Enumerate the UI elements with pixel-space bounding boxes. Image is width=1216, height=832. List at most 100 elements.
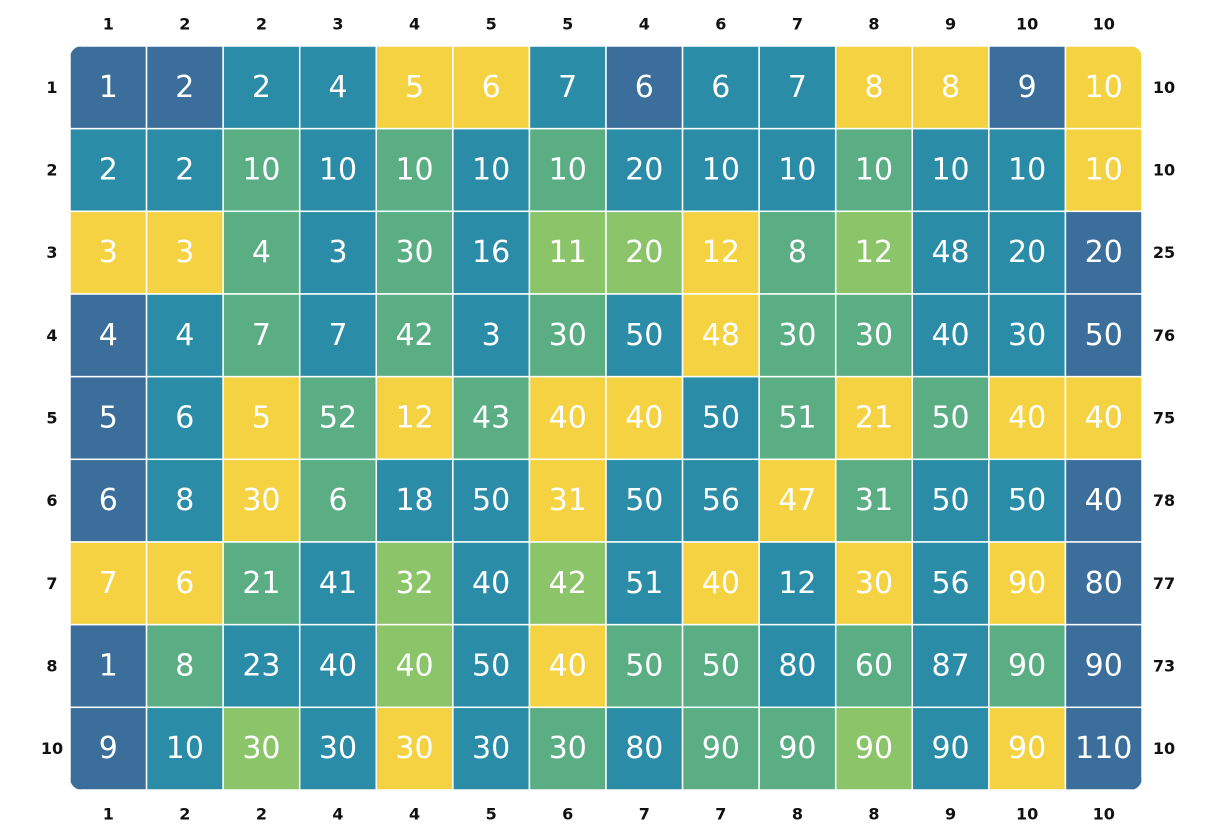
column-label: 4 — [639, 15, 650, 34]
cell-value: 3 — [482, 318, 501, 353]
cell — [911, 541, 990, 626]
cell-value: 30 — [242, 483, 280, 518]
cell-value: 20 — [1008, 235, 1046, 270]
cell — [222, 541, 301, 626]
cell-value: 10 — [395, 153, 433, 188]
cell-value: 2 — [175, 70, 194, 105]
cell-value: 90 — [931, 731, 969, 766]
cell — [758, 623, 837, 709]
cell — [681, 458, 760, 543]
cell-value: 56 — [702, 483, 740, 518]
cell-value: 52 — [319, 401, 357, 436]
cell-value: 50 — [472, 483, 510, 518]
cell-value: 51 — [625, 566, 663, 601]
cell-value: 40 — [1008, 401, 1046, 436]
cell-value: 3 — [175, 235, 194, 270]
column-label: 1 — [103, 805, 114, 824]
cell-value: 12 — [702, 235, 740, 270]
cell — [681, 706, 760, 790]
cell — [145, 623, 224, 709]
cell — [145, 293, 224, 378]
cell — [375, 458, 454, 543]
cell-value: 80 — [1085, 566, 1123, 601]
column-label: 7 — [639, 805, 650, 824]
cell — [222, 210, 301, 295]
cell-value: 8 — [788, 235, 807, 270]
cell-value: 40 — [702, 566, 740, 601]
cell — [605, 375, 684, 461]
cell-value: 20 — [1085, 235, 1123, 270]
cell-value: 40 — [472, 566, 510, 601]
cell — [222, 458, 301, 543]
cell-value: 90 — [1008, 731, 1046, 766]
cell-value: 60 — [855, 649, 893, 684]
cell-value: 12 — [778, 566, 816, 601]
cell-value: 31 — [855, 483, 893, 518]
cell-value: 40 — [395, 649, 433, 684]
cell-value: 5 — [99, 401, 118, 436]
cell-value: 40 — [319, 649, 357, 684]
cell — [681, 375, 760, 461]
cell-value: 4 — [252, 235, 271, 270]
cell — [452, 458, 531, 543]
row-label: 25 — [1153, 243, 1175, 262]
column-label: 4 — [409, 805, 420, 824]
cell-value: 48 — [702, 318, 740, 353]
cell-value: 21 — [855, 401, 893, 436]
cell-value: 23 — [242, 649, 280, 684]
cell-value: 9 — [99, 731, 118, 766]
row-label: 8 — [46, 657, 57, 676]
cell — [681, 541, 760, 626]
row-label: 10 — [1153, 739, 1175, 758]
cell — [605, 541, 684, 626]
cell-value: 10 — [242, 153, 280, 188]
cell-value: 20 — [625, 235, 663, 270]
column-label: 7 — [715, 805, 726, 824]
cell-value: 50 — [702, 649, 740, 684]
cell-value: 6 — [175, 401, 194, 436]
cell-value: 12 — [395, 401, 433, 436]
column-label: 2 — [256, 15, 267, 34]
cell-value: 30 — [1008, 318, 1046, 353]
cell-value: 50 — [931, 483, 969, 518]
column-label: 10 — [1093, 15, 1115, 34]
column-label: 8 — [868, 805, 879, 824]
cell — [1064, 127, 1142, 213]
cell-value: 90 — [855, 731, 893, 766]
cell-value: 80 — [625, 731, 663, 766]
cell-value: 1 — [99, 70, 118, 105]
cell — [911, 458, 990, 543]
cell-value: 50 — [625, 318, 663, 353]
cell-value: 6 — [328, 483, 347, 518]
cell-value: 51 — [778, 401, 816, 436]
cell-value: 6 — [99, 483, 118, 518]
cell-value: 90 — [1085, 649, 1123, 684]
cell — [911, 127, 990, 213]
cell-value: 6 — [175, 566, 194, 601]
cell — [70, 293, 148, 378]
cell-value: 30 — [472, 731, 510, 766]
cell — [758, 46, 837, 130]
cell — [681, 210, 760, 295]
cell — [145, 375, 224, 461]
cell-value: 8 — [175, 483, 194, 518]
cell-value: 30 — [319, 731, 357, 766]
cell — [605, 293, 684, 378]
cell-value: 50 — [472, 649, 510, 684]
cell-value: 10 — [702, 153, 740, 188]
cell-value: 40 — [1085, 483, 1123, 518]
cell — [452, 375, 531, 461]
column-label: 5 — [486, 15, 497, 34]
cell — [222, 623, 301, 709]
cell-value: 10 — [549, 153, 587, 188]
cell-value: 42 — [395, 318, 433, 353]
cell-value: 7 — [788, 70, 807, 105]
cell-value: 10 — [319, 153, 357, 188]
cell-value: 1 — [99, 649, 118, 684]
cell — [1064, 293, 1142, 378]
cell-value: 80 — [778, 649, 816, 684]
cell — [758, 541, 837, 626]
cell — [70, 458, 148, 543]
cell-value: 40 — [625, 401, 663, 436]
cell-value: 2 — [99, 153, 118, 188]
